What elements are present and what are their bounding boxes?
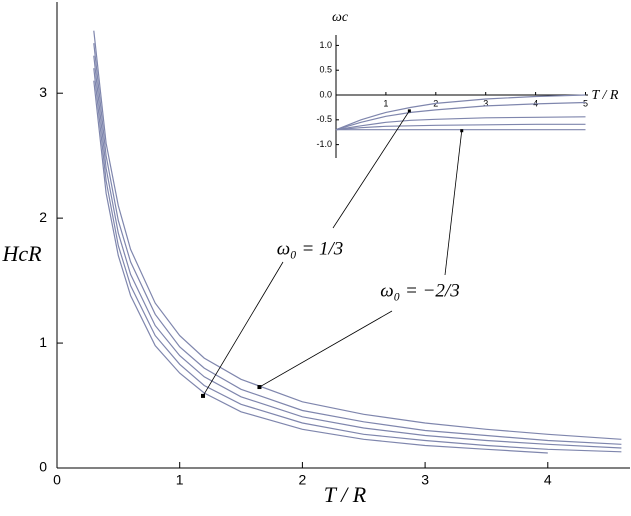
y-tick-label: 1.0 <box>319 40 332 50</box>
x-tick-label: 1 <box>383 98 388 108</box>
x-tick-label: 3 <box>483 98 488 108</box>
x-tick-label: 0 <box>53 472 61 488</box>
leader-line <box>259 310 393 388</box>
y-axis-label: ωc <box>332 10 349 25</box>
y-axis-label: HcR <box>1 241 42 266</box>
y-tick-label: -1.0 <box>316 139 332 149</box>
curve <box>93 80 548 454</box>
leader-line <box>202 261 284 397</box>
x-tick-label: 2 <box>298 472 306 488</box>
curve <box>335 123 586 131</box>
annotation-point <box>257 385 262 390</box>
leader-line <box>444 130 463 276</box>
annotation-point <box>407 109 411 113</box>
plot-area <box>93 30 622 454</box>
x-tick-label: 5 <box>583 98 588 108</box>
y-tick-label: -0.5 <box>316 114 332 124</box>
x-axis-label: T / R <box>324 482 367 507</box>
y-tick-label: 0 <box>39 459 47 475</box>
x-tick-label: 3 <box>421 472 429 488</box>
x-tick-label: 4 <box>544 472 552 488</box>
annotation-point <box>201 393 206 398</box>
y-tick-label: 1 <box>39 334 47 350</box>
curve <box>93 30 622 440</box>
x-axis-label: T / R <box>592 88 619 103</box>
annotation-point <box>460 129 464 133</box>
y-tick-label: 3 <box>39 84 47 100</box>
y-tick-label: 0.0 <box>319 89 332 99</box>
x-tick-label: 1 <box>176 472 184 488</box>
curve <box>335 101 586 131</box>
curve <box>93 55 622 449</box>
annotation: ω₀ = 1/3 <box>277 238 344 259</box>
y-tick-label: 2 <box>39 209 47 225</box>
curve <box>93 43 622 445</box>
leader-line <box>332 110 410 229</box>
y-tick-label: 0.5 <box>319 65 332 75</box>
curve <box>335 94 586 131</box>
curve <box>93 68 622 453</box>
annotation: ω₀ = −2/3 <box>380 280 459 301</box>
curve <box>335 116 586 131</box>
